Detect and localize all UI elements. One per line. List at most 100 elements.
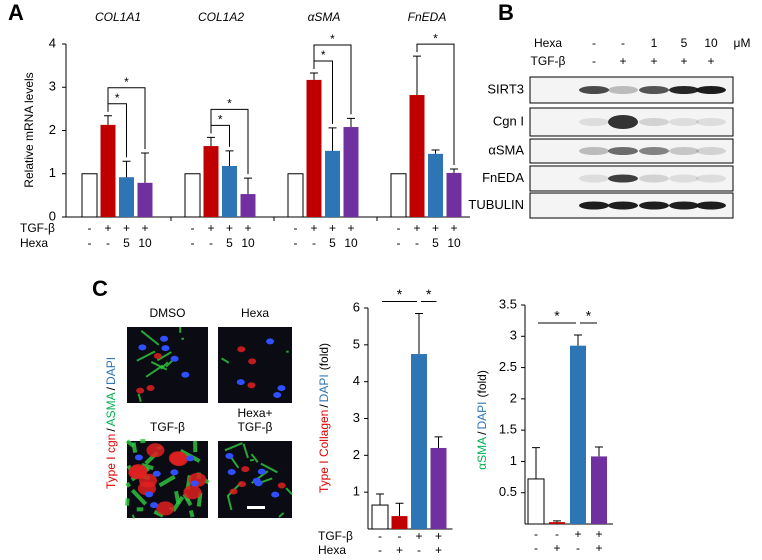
bar [446, 172, 462, 217]
condition: 10 [241, 236, 255, 250]
label-part: / [104, 428, 118, 432]
y-tick-label: 3 [49, 79, 56, 94]
y-tick-label: 1 [353, 484, 360, 499]
treatment-value: + [707, 54, 714, 68]
treatment-label: TGF-β [531, 54, 566, 68]
bar [430, 447, 447, 529]
cell-nucleus [181, 371, 190, 378]
condition: + [574, 527, 581, 541]
panel-label: B [498, 0, 514, 25]
cell-collagen [229, 488, 238, 495]
cell-collagen [156, 501, 175, 516]
error-bar [431, 149, 440, 154]
label-part: ASMA [104, 392, 118, 426]
cell-fiber [125, 439, 135, 448]
category-label: FnEDA [408, 10, 447, 24]
scale-bar [247, 506, 265, 509]
error-bar [225, 150, 234, 166]
condition-label: TGF-β [318, 529, 353, 543]
y-tick-label: 2 [353, 447, 360, 462]
condition: - [378, 543, 382, 557]
significance-label: * [115, 91, 120, 105]
blot-band [696, 201, 726, 210]
bar [287, 173, 304, 218]
error-bar [450, 168, 458, 173]
error-bar [395, 502, 404, 517]
error-bar [434, 436, 443, 448]
cell-fiber [140, 330, 160, 346]
condition: - [398, 529, 402, 543]
condition: - [88, 236, 92, 250]
condition: 10 [138, 236, 152, 250]
y-tick-label: 1.5 [499, 422, 517, 437]
label-part: (fold) [475, 370, 489, 397]
condition: - [294, 236, 298, 250]
treatment-value: - [592, 36, 596, 50]
error-bar [553, 520, 561, 523]
condition: - [312, 236, 316, 250]
label-part: / [104, 386, 118, 390]
cell-collagen [277, 482, 286, 489]
treatment-value: + [619, 54, 626, 68]
blot-band [669, 201, 699, 210]
error-bar [347, 117, 355, 128]
treatment-label: Hexa [534, 36, 562, 50]
category-label: COL1A1 [95, 10, 141, 24]
cell-fiber [153, 509, 164, 518]
significance-label: * [321, 48, 326, 62]
cell-collagen [238, 481, 247, 488]
label-part: DAPI [317, 374, 331, 402]
label-part: DAPI [104, 357, 118, 385]
y-tick-label: 6 [353, 299, 360, 314]
bar [81, 173, 98, 218]
condition: - [378, 529, 382, 543]
cell-fiber [230, 457, 240, 469]
bar [325, 150, 340, 217]
condition: + [595, 541, 602, 555]
error-bar [595, 446, 603, 457]
y-tick-label: 2 [49, 122, 56, 137]
condition: + [310, 221, 317, 235]
y-tick-label: 4 [49, 35, 56, 50]
y-tick-label: 4 [353, 373, 360, 388]
unit: μM [734, 36, 751, 50]
bar [203, 146, 219, 217]
bar [100, 124, 116, 217]
bar [591, 456, 607, 524]
cell-nucleus [186, 455, 195, 462]
bar [222, 165, 237, 217]
blot-band [696, 86, 726, 94]
cell-fiber [224, 442, 243, 452]
cell-nucleus [134, 454, 143, 461]
micrograph [218, 327, 292, 403]
label-part: / [317, 404, 331, 408]
error-bar [104, 115, 112, 125]
bar [411, 354, 427, 529]
blot-band [669, 174, 699, 183]
blot-band [608, 86, 638, 94]
error-bar [532, 447, 540, 479]
cell-fiber [250, 453, 259, 463]
condition: + [595, 527, 602, 541]
blot-band [639, 147, 669, 155]
condition: - [555, 527, 559, 541]
condition: + [432, 221, 439, 235]
condition: - [88, 221, 92, 235]
condition: - [294, 221, 298, 235]
condition: 5 [226, 236, 233, 250]
axis-label: αSMA /DAPI (fold) [475, 370, 489, 470]
condition: + [396, 543, 403, 557]
condition: 5 [329, 236, 336, 250]
bar [306, 79, 322, 218]
cell-collagen [146, 385, 155, 392]
cell-nucleus [225, 453, 234, 460]
condition-label: TGF-β [20, 221, 55, 235]
condition: 5 [123, 236, 130, 250]
cell-fiber [188, 509, 195, 518]
cell-collagen [169, 452, 188, 467]
cell-fiber [125, 498, 130, 506]
error-bar [413, 55, 421, 96]
panel-label: A [8, 0, 24, 25]
cell-collagen [183, 485, 202, 500]
cell-fiber [130, 488, 148, 506]
